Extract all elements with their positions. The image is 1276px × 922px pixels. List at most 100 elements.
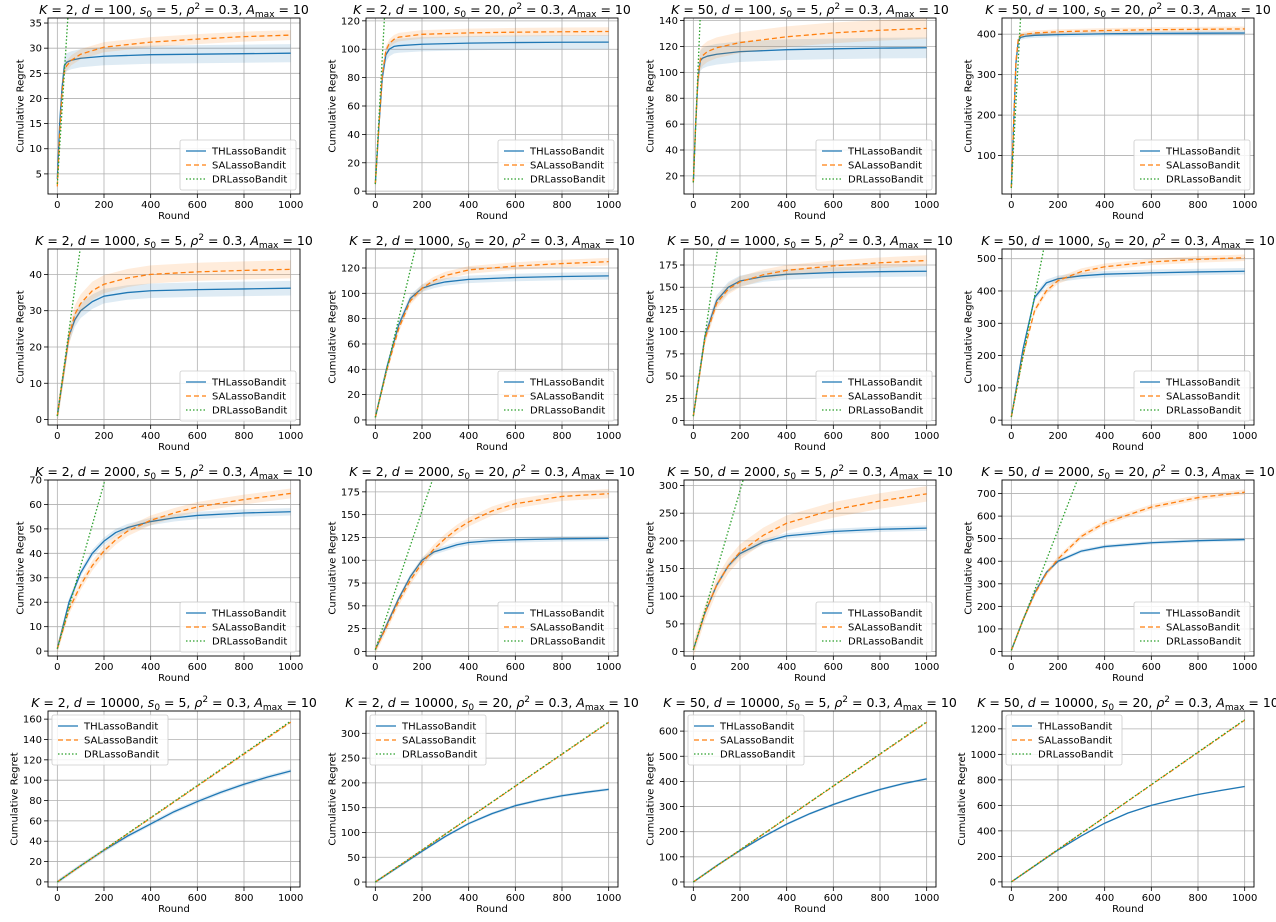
legend: THLassoBandit SALassoBandit DRLassoBandit: [1133, 139, 1251, 191]
y-tick-label: 50: [665, 372, 678, 383]
chart-panel-4: 0 200 400 600 800 1000100200300400RoundCumula…: [963, 2, 1270, 222]
legend-label: THLassoBandit: [401, 722, 476, 733]
x-tick-label: 1000: [596, 431, 621, 442]
x-tick-label: 400: [777, 200, 796, 211]
y-tick-label: 500: [977, 254, 996, 265]
confidence-band: [57, 768, 291, 884]
chart-panel-14: 0 200 400 600 800 1000 0 50 100 150 200 250 300 Round…: [327, 695, 638, 915]
y-tick-label: 25: [347, 624, 360, 635]
plot-area: [692, 18, 927, 193]
y-tick-label: 700: [977, 489, 996, 500]
y-tick-label: 100: [341, 289, 360, 300]
chart-panel-16: 0 200 400 600 800 1000 0 200 400 600 800 1000 1200 Ro…: [957, 695, 1276, 915]
series-line: [56, 511, 291, 649]
legend-box: [497, 370, 615, 422]
series-line: [374, 493, 609, 650]
chart-panel-3: 0 200 400 600 800 1000 20 40 60 80 100 120 140 Round C…: [645, 2, 948, 222]
x-tick-label: 200: [1048, 893, 1067, 904]
chart-title: K = 50, d = 2000, s0 = 20, ρ2 = 0.3, Ama…: [981, 464, 1275, 482]
series-line: [56, 249, 81, 417]
y-tick-label: 400: [977, 557, 996, 568]
series-line: [692, 778, 927, 883]
series-line: [374, 721, 610, 883]
legend: THLassoBandit SALassoBandit DRLassoBandit: [369, 714, 487, 766]
confidence-band: [1011, 785, 1245, 883]
x-tick-label: 600: [506, 662, 525, 673]
y-tick-label: 300: [977, 70, 996, 81]
legend-box: [1133, 370, 1251, 422]
x-axis-label: Round: [1112, 211, 1144, 222]
legend: THLassoBandit SALassoBandit DRLassoBandit: [815, 370, 933, 422]
series-line: [374, 18, 386, 185]
x-axis-label: Round: [476, 904, 508, 915]
y-tick-label: 300: [659, 802, 678, 813]
legend-box: [1133, 601, 1251, 653]
x-tick-label: 1000: [1232, 662, 1257, 673]
y-tick-label: 250: [341, 754, 360, 765]
legend: THLassoBandit SALassoBandit DRLassoBandit: [815, 601, 933, 653]
y-tick-label: 0: [36, 877, 42, 888]
chart-panel-9: 0 200 400 600 800 1000 0 10 20 30 40 50 60 70 Round Cum…: [16, 464, 313, 684]
y-tick-label: 120: [23, 755, 42, 766]
y-tick-label: 250: [659, 509, 678, 520]
y-tick-label: 0: [672, 416, 678, 427]
legend-label: DRLassoBandit: [1038, 750, 1113, 761]
y-tick-label: 100: [341, 556, 360, 567]
x-tick-label: 1000: [596, 662, 621, 673]
series-line: [1010, 28, 1245, 188]
series-line: [692, 27, 927, 183]
y-tick-label: 20: [29, 598, 42, 609]
x-axis-label: Round: [158, 211, 190, 222]
y-tick-label: 175: [341, 487, 360, 498]
x-tick-label: 600: [506, 200, 525, 211]
y-tick-label: 100: [977, 151, 996, 162]
y-tick-label: 0: [672, 647, 678, 658]
y-tick-label: 30: [29, 306, 42, 317]
x-tick-label: 600: [188, 893, 207, 904]
y-axis-label: Cumulative Regret: [645, 59, 656, 152]
chart-panel-5: 0 200 400 600 800 1000 0 10 20 30 40 Round Cumulativ…: [16, 233, 313, 453]
series-line: [692, 721, 928, 883]
legend: THLassoBandit SALassoBandit DRLassoBandit: [497, 601, 615, 653]
legend-box: [815, 370, 933, 422]
y-tick-label: 60: [29, 816, 42, 827]
y-tick-label: 0: [354, 647, 360, 658]
legend: THLassoBandit SALassoBandit DRLassoBandit: [815, 139, 933, 191]
chart-panel-11: 0 200 400 600 800 1000 0 50 100 150 200 250 300 Round…: [645, 464, 952, 684]
chart-title: K = 2, d = 1000, s0 = 5, ρ2 = 0.3, Amax …: [35, 233, 313, 251]
plot-area: [1010, 18, 1245, 191]
chart-panel-7: 0 200 400 600 800 1000 0 25 50 75 100 125 150 175 Roun…: [645, 233, 952, 453]
series-line: [1010, 480, 1079, 651]
x-tick-label: 800: [870, 662, 889, 673]
x-tick-label: 400: [459, 431, 478, 442]
series-line: [692, 259, 927, 417]
legend-box: [1005, 714, 1123, 766]
x-tick-label: 0: [690, 200, 696, 211]
y-tick-label: 300: [977, 319, 996, 330]
legend: THLassoBandit SALassoBandit DRLassoBandit: [51, 714, 169, 766]
x-tick-label: 800: [870, 200, 889, 211]
y-tick-label: 0: [990, 416, 996, 427]
y-axis-label: Cumulative Regret: [16, 290, 27, 383]
y-tick-label: 125: [341, 533, 360, 544]
x-tick-label: 800: [234, 893, 253, 904]
legend-box: [179, 601, 297, 653]
x-tick-label: 1000: [278, 431, 303, 442]
x-tick-label: 1000: [914, 893, 939, 904]
legend-label: SALassoBandit: [212, 623, 286, 634]
chart-title: K = 2, d = 2000, s0 = 5, ρ2 = 0.3, Amax …: [35, 464, 313, 482]
legend-label: DRLassoBandit: [212, 406, 287, 417]
series-line: [692, 18, 701, 183]
x-tick-label: 0: [1008, 200, 1014, 211]
legend: THLassoBandit SALassoBandit DRLassoBandit: [1133, 601, 1251, 653]
chart-panel-15: 0 200 400 600 800 10000100200300400500600Roun…: [645, 695, 956, 915]
y-tick-label: 0: [36, 415, 42, 426]
confidence-band: [693, 777, 927, 884]
x-tick-label: 200: [94, 431, 113, 442]
x-tick-label: 1000: [278, 893, 303, 904]
y-tick-label: 20: [29, 857, 42, 868]
x-tick-label: 800: [1188, 662, 1207, 673]
x-tick-label: 800: [1188, 431, 1207, 442]
series-line: [374, 275, 609, 418]
axes-frame: [47, 710, 301, 888]
